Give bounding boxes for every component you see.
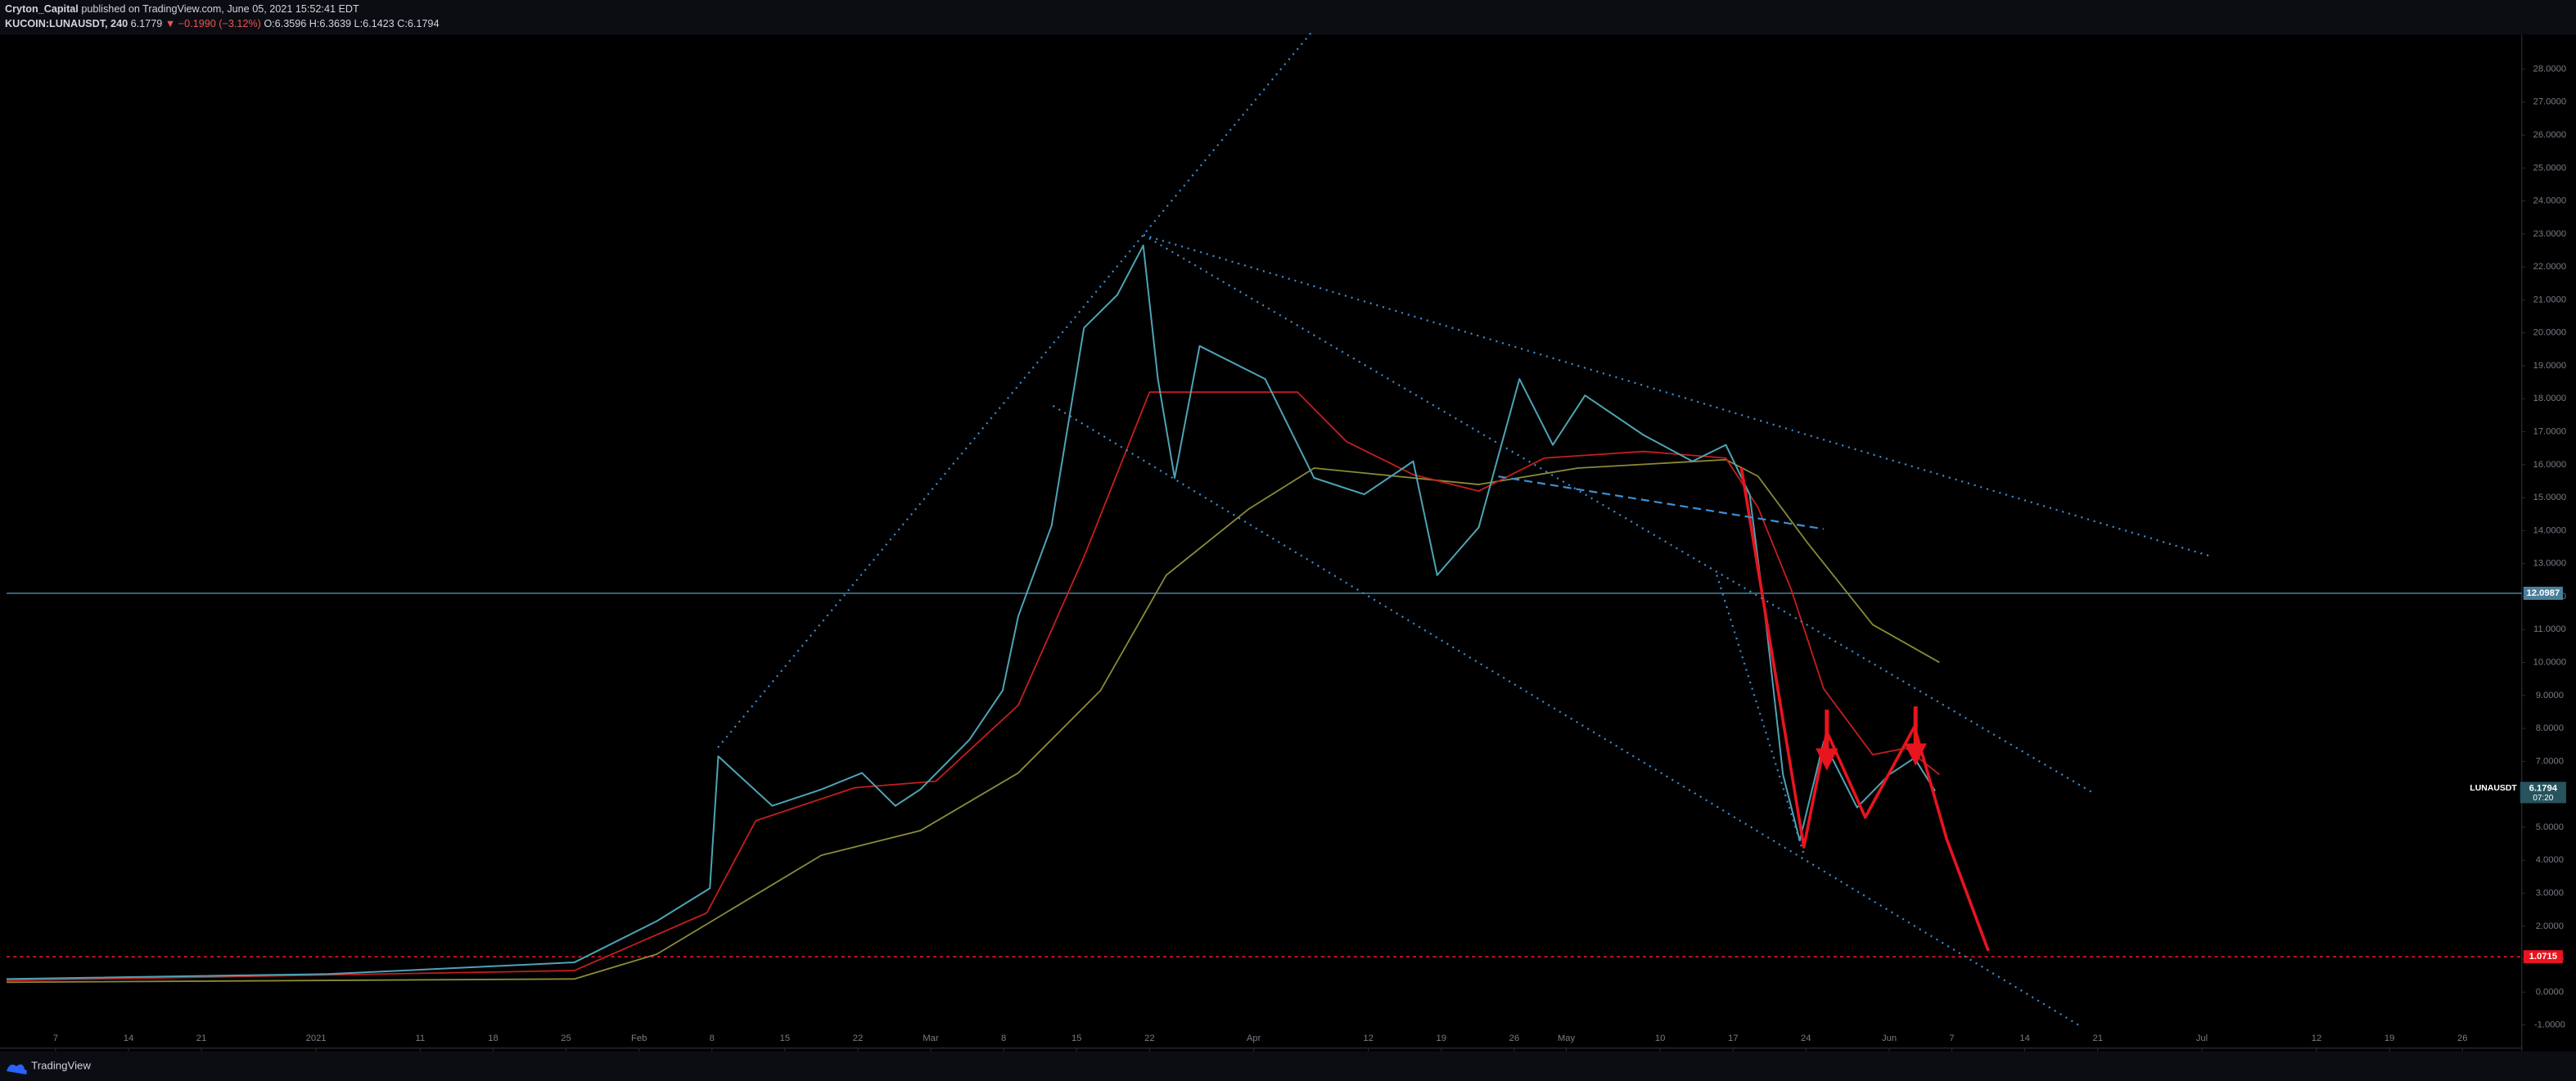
x-tick-label: 8 <box>1001 1034 1006 1043</box>
level-tag <box>2523 950 2563 964</box>
y-tick-label: 17.0000 <box>2533 427 2567 437</box>
author: Cryton_Capital <box>5 3 79 15</box>
series-line <box>7 244 1936 980</box>
y-tick-label: 26.0000 <box>2533 130 2567 140</box>
ohlc: O:6.3596 <box>264 18 306 29</box>
x-tick-label: 2021 <box>306 1034 327 1043</box>
y-tick-label: 9.0000 <box>2536 691 2564 700</box>
y-tick-label: 3.0000 <box>2536 888 2564 898</box>
x-tick-label: Jul <box>2196 1034 2208 1043</box>
x-tick-label: 25 <box>561 1034 571 1043</box>
x-tick-label: 21 <box>2092 1034 2102 1043</box>
y-tick-label: 2.0000 <box>2536 921 2564 931</box>
y-tick-label: 10.0000 <box>2533 658 2567 668</box>
last-symbol: LUNAUSDT <box>2470 784 2517 793</box>
x-tick-label: 7 <box>53 1034 58 1043</box>
x-tick-label: Jun <box>1882 1034 1897 1043</box>
symbol: KUCOIN:LUNAUSDT, 240 <box>5 18 128 29</box>
last-price: 6.1794 <box>2529 783 2558 793</box>
y-tick-label: 0.0000 <box>2536 987 2564 997</box>
y-tick-label: 16.0000 <box>2533 460 2567 470</box>
x-tick-label: 22 <box>853 1034 863 1043</box>
x-tick-label: 7 <box>1949 1034 1954 1043</box>
y-tick-label: 21.0000 <box>2533 295 2567 304</box>
series-line <box>1739 467 1990 952</box>
series-line <box>7 391 1940 982</box>
y-tick-label: -1.0000 <box>2534 1020 2565 1030</box>
y-tick-label: 13.0000 <box>2533 559 2567 569</box>
ohlc: C:6.1794 <box>397 18 439 29</box>
plot <box>7 68 2525 1052</box>
x-tick-label: 26 <box>2457 1034 2467 1043</box>
trend-line <box>1716 574 1805 855</box>
x-tick-label: Feb <box>631 1034 647 1043</box>
brand: TradingView <box>31 1059 91 1071</box>
y-tick-label: 7.0000 <box>2536 756 2564 766</box>
y-tick-label: 11.0000 <box>2533 624 2566 634</box>
symbol-line: KUCOIN:LUNAUSDT, 240 6.1779 ▼ −0.1990 (−… <box>5 18 439 29</box>
x-tick-label: 26 <box>1509 1034 1519 1043</box>
x-tick-label: 10 <box>1655 1034 1665 1043</box>
change: ▼ −0.1990 (−3.12%) <box>165 18 261 29</box>
x-tick-label: 15 <box>780 1034 790 1043</box>
x-tick-label: 18 <box>488 1034 498 1043</box>
y-tick-label: 20.0000 <box>2533 328 2567 338</box>
x-tick-label: 12 <box>1363 1034 1373 1043</box>
x-tick-label: 19 <box>2384 1034 2394 1043</box>
y-tick-label: 8.0000 <box>2536 723 2564 733</box>
logo <box>7 1064 27 1074</box>
published: published on TradingView.com, June 05, 2… <box>81 3 359 15</box>
x-tick-label: 14 <box>124 1034 133 1043</box>
x-tick-label: 8 <box>710 1034 715 1043</box>
trend-line <box>1498 475 1824 530</box>
x-tick-label: May <box>1558 1034 1576 1043</box>
countdown: 07:20 <box>2533 794 2553 803</box>
x-tick-label: Apr <box>1247 1034 1261 1043</box>
y-tick-label: 23.0000 <box>2533 229 2567 239</box>
x-tick-label: 19 <box>1437 1034 1446 1043</box>
x-tick-label: 22 <box>1144 1034 1154 1043</box>
x-tick-label: 14 <box>2019 1034 2029 1043</box>
publish-line: Cryton_Capital published on TradingView.… <box>5 3 359 15</box>
y-tick-label: 18.0000 <box>2533 394 2567 403</box>
last: 6.1779 <box>131 18 163 29</box>
y-tick-label: 25.0000 <box>2533 163 2567 173</box>
level-label: 1.0715 <box>2529 952 2557 962</box>
x-tick-label: Mar <box>923 1034 939 1043</box>
level-tag <box>2523 586 2563 601</box>
footer-bar <box>0 1051 2576 1081</box>
x-tick-label: 17 <box>1728 1034 1738 1043</box>
y-tick-label: 24.0000 <box>2533 196 2567 206</box>
x-tick-label: 11 <box>416 1034 426 1043</box>
y-tick-label: 15.0000 <box>2533 493 2567 502</box>
y-tick-label: 14.0000 <box>2533 525 2567 535</box>
y-tick-label: 22.0000 <box>2533 262 2567 272</box>
y-tick-label: 4.0000 <box>2536 855 2564 865</box>
y-tick-label: 19.0000 <box>2533 361 2567 371</box>
header-bar <box>0 0 2576 35</box>
ohlc: L:6.1423 <box>354 18 395 29</box>
arrow-head <box>1904 743 1927 766</box>
y-tick-label: 28.0000 <box>2533 64 2567 74</box>
x-tick-label: 12 <box>2312 1034 2321 1043</box>
y-tick-label: 27.0000 <box>2533 97 2567 107</box>
x-tick-label: 21 <box>196 1034 206 1043</box>
x-tick-label: 24 <box>1801 1034 1811 1043</box>
y-tick-label: 5.0000 <box>2536 822 2564 832</box>
arrow-head <box>1816 748 1838 771</box>
last-price-tag <box>2520 781 2566 804</box>
level-label: 12.0987 <box>2527 588 2560 598</box>
series-line <box>7 458 1940 984</box>
arrows <box>1816 706 1927 771</box>
x-tick-label: 15 <box>1071 1034 1081 1043</box>
drawings <box>717 32 2213 1028</box>
ohlc: H:6.3639 <box>309 18 351 29</box>
